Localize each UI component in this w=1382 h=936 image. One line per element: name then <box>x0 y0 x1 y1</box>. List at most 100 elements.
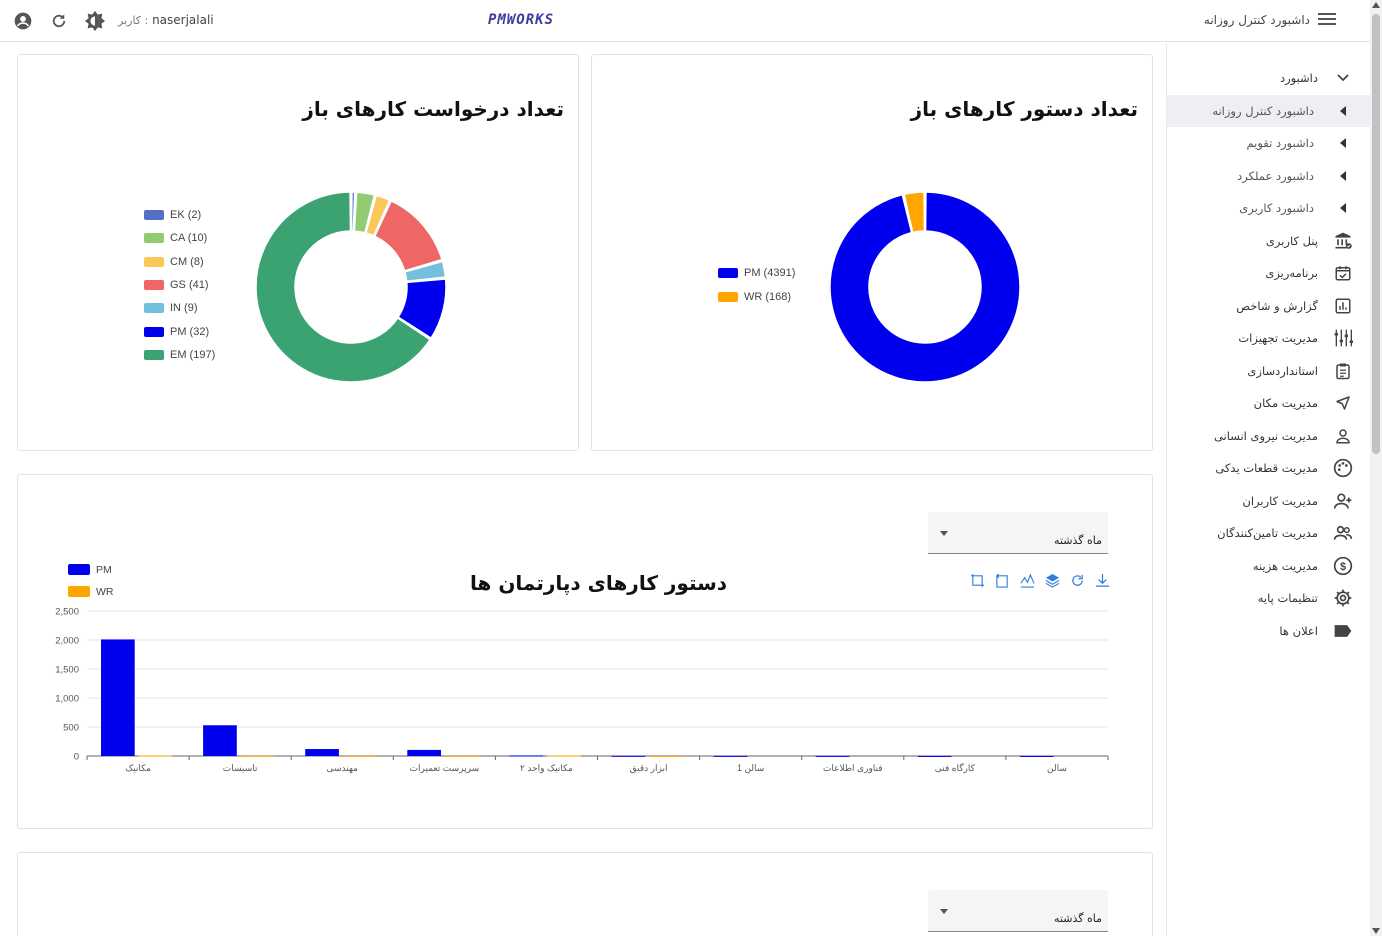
top-bar: کاربر : naserjalali PMWORKS داشبورد کنتر… <box>0 0 1370 42</box>
legend-item-wr[interactable]: WR (168) <box>718 291 791 303</box>
pie-slice-pm[interactable] <box>397 278 447 339</box>
bar-wr[interactable] <box>444 755 479 757</box>
bar-pm[interactable] <box>305 749 339 756</box>
brightness-icon[interactable] <box>84 10 106 32</box>
bar-pm[interactable] <box>203 725 237 756</box>
pie-slice-cm[interactable] <box>365 194 391 237</box>
sidebar-item-label: داشبورد تقویم <box>1246 136 1314 151</box>
sidebar-item-spare-parts[interactable]: مدیریت قطعات یدکی <box>1167 452 1370 485</box>
chevron-down-icon <box>940 531 948 536</box>
sidebar-item-human-resources[interactable]: مدیریت نیروی انسانی <box>1167 420 1370 453</box>
hamburger-menu-icon[interactable] <box>1318 11 1340 31</box>
sidebar: داشبورد داشبورد کنترل روزانه داشبورد تقو… <box>1166 43 1370 936</box>
legend-swatch-pm[interactable] <box>68 564 90 575</box>
sidebar-item-settings[interactable]: تنظیمات پایه <box>1167 582 1370 615</box>
legend-item-pm[interactable]: PM (4391) <box>718 267 795 279</box>
sidebar-item-label: مدیریت کاربران <box>1242 493 1318 508</box>
bar-pm[interactable] <box>509 755 544 757</box>
restore-icon[interactable] <box>1070 573 1085 588</box>
sidebar-item-users[interactable]: مدیریت کاربران <box>1167 485 1370 518</box>
sidebar-item-suppliers[interactable]: مدیریت تامین‌کنندگان <box>1167 517 1370 550</box>
sidebar-item-notifications[interactable]: اعلان ها <box>1167 615 1370 648</box>
legend-swatch <box>718 268 738 278</box>
bar-pm[interactable] <box>917 755 952 757</box>
bar-wr[interactable] <box>240 755 275 757</box>
pie-slice-ek[interactable] <box>350 191 356 232</box>
bar-wr[interactable] <box>547 755 581 757</box>
people-icon <box>1332 522 1354 544</box>
work-orders-title: تعداد دستور کارهای باز <box>910 97 1138 121</box>
legend-swatch <box>718 292 738 302</box>
zoom-reset-icon[interactable] <box>995 573 1010 588</box>
bar-pm[interactable] <box>713 755 748 757</box>
legend-label: EM (197) <box>170 348 216 361</box>
caret-left-icon <box>1336 197 1350 219</box>
scroll-up-icon[interactable] <box>1372 2 1380 8</box>
bar-pm[interactable] <box>407 749 441 756</box>
pie-slice-em[interactable] <box>255 191 431 383</box>
legend-label: WR (168) <box>744 291 792 303</box>
sidebar-item-performance-dashboard[interactable]: داشبورد عملکرد <box>1167 160 1370 193</box>
sidebar-item-calendar-dashboard[interactable]: داشبورد تقویم <box>1167 127 1370 160</box>
pie-slice-ca[interactable] <box>353 191 376 234</box>
caret-left-icon <box>1336 100 1350 122</box>
legend-swatch <box>144 210 164 220</box>
sidebar-item-label: داشبورد کاربری <box>1239 201 1314 216</box>
sidebar-item-dashboard[interactable]: داشبورد <box>1167 62 1370 95</box>
bar-wr[interactable] <box>342 755 377 757</box>
bottom-card: ماه گذشته <box>17 852 1153 936</box>
pie-slice-gs[interactable] <box>373 200 443 272</box>
caret-left-icon <box>1336 165 1350 187</box>
bar-pm[interactable] <box>1019 755 1054 757</box>
departments-title: دستور کارهای دپارتمان ها <box>470 571 728 595</box>
bar-pm[interactable] <box>611 755 646 757</box>
sidebar-item-planning[interactable]: برنامه‌ریزی <box>1167 257 1370 290</box>
sidebar-item-location[interactable]: مدیریت مکان <box>1167 387 1370 420</box>
x-tick-label: مکانیک <box>125 763 151 773</box>
pie-slice-pm[interactable] <box>829 191 1021 383</box>
legend-swatch <box>144 349 164 360</box>
account-icon[interactable] <box>12 10 34 32</box>
x-tick-label: مکانیک واحد ۲ <box>520 763 573 774</box>
bar-pm[interactable] <box>101 639 135 756</box>
line-chart-icon[interactable] <box>1020 573 1035 588</box>
pie-slice-in[interactable] <box>404 260 447 282</box>
legend-swatch-wr[interactable] <box>68 586 90 597</box>
legend-item-in[interactable]: IN (9) <box>144 302 198 314</box>
refresh-icon[interactable] <box>48 10 70 32</box>
sidebar-item-equipment[interactable]: مدیریت تجهیزات <box>1167 322 1370 355</box>
legend-item-em[interactable]: EM (197) <box>144 349 215 361</box>
pie-slice-wr[interactable] <box>903 191 926 234</box>
chevron-down-icon <box>1332 67 1354 89</box>
zoom-icon[interactable] <box>970 573 985 588</box>
scroll-down-icon[interactable] <box>1372 928 1380 934</box>
bottom-period-select[interactable]: ماه گذشته <box>928 890 1108 932</box>
x-tick-label: تاسیسات <box>223 763 258 773</box>
chevron-down-icon <box>940 909 948 914</box>
bar-wr[interactable] <box>138 755 173 757</box>
sidebar-item-standardization[interactable]: استانداردسازی <box>1167 355 1370 388</box>
work-requests-title: تعداد درخواست کارهای باز <box>302 97 564 121</box>
current-user: کاربر : naserjalali <box>118 13 214 27</box>
legend-item-gs[interactable]: GS (41) <box>144 279 209 291</box>
page-scrollbar[interactable] <box>1370 0 1382 936</box>
legend-item-pm[interactable]: PM (32) <box>144 326 209 338</box>
sidebar-item-user-dashboard[interactable]: داشبورد کاربری <box>1167 192 1370 225</box>
clipboard-icon <box>1332 360 1354 382</box>
stack-icon[interactable] <box>1045 573 1060 588</box>
legend-item-ek[interactable]: EK (2) <box>144 209 201 221</box>
sidebar-item-label: برنامه‌ریزی <box>1265 266 1318 281</box>
sidebar-item-user-panel[interactable]: پنل کاربری <box>1167 225 1370 258</box>
work-requests-card: تعداد درخواست کارهای باز EK (2) CA (10) CM… <box>17 54 579 451</box>
sidebar-item-costs[interactable]: $ مدیریت هزینه <box>1167 550 1370 583</box>
departments-period-select[interactable]: ماه گذشته <box>928 512 1108 554</box>
period-select-value: ماه گذشته <box>1054 912 1102 925</box>
sidebar-item-reports[interactable]: گزارش و شاخص <box>1167 290 1370 323</box>
scrollbar-thumb[interactable] <box>1372 14 1380 454</box>
bar-pm[interactable] <box>815 755 850 757</box>
download-icon[interactable] <box>1095 573 1110 588</box>
sidebar-item-daily-control[interactable]: داشبورد کنترل روزانه <box>1167 94 1370 127</box>
legend-item-cm[interactable]: CM (8) <box>144 256 204 268</box>
legend-item-ca[interactable]: CA (10) <box>144 232 207 244</box>
bar-wr[interactable] <box>649 755 683 757</box>
